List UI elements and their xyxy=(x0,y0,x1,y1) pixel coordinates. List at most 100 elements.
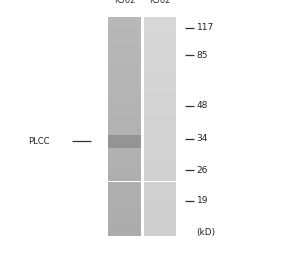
Bar xyxy=(143,140,176,142)
Bar xyxy=(108,92,141,94)
Bar xyxy=(143,144,176,147)
Bar xyxy=(108,30,141,32)
Bar xyxy=(108,109,141,111)
Bar xyxy=(143,120,176,122)
Bar xyxy=(143,212,176,214)
Bar xyxy=(108,157,141,159)
Bar xyxy=(143,199,176,201)
Bar xyxy=(143,210,176,212)
Bar xyxy=(108,54,141,56)
Bar xyxy=(108,63,141,65)
Bar xyxy=(143,133,176,135)
Bar xyxy=(143,114,176,116)
Bar xyxy=(108,206,141,208)
Bar xyxy=(108,96,141,98)
Bar xyxy=(143,59,176,61)
Bar xyxy=(108,129,141,131)
Bar xyxy=(143,206,176,208)
Bar xyxy=(143,83,176,85)
Bar xyxy=(143,122,176,125)
Text: (kD): (kD) xyxy=(197,228,216,237)
Bar xyxy=(143,96,176,98)
Bar xyxy=(143,192,176,195)
Bar xyxy=(143,32,176,35)
Bar xyxy=(108,135,141,148)
Bar xyxy=(143,19,176,22)
Bar xyxy=(143,135,176,138)
Bar xyxy=(108,81,141,83)
Bar xyxy=(108,70,141,72)
Bar xyxy=(108,127,141,129)
Bar xyxy=(108,41,141,44)
Bar xyxy=(143,94,176,96)
Bar xyxy=(108,159,141,162)
Bar xyxy=(108,59,141,61)
Bar xyxy=(143,155,176,157)
Bar xyxy=(108,94,141,96)
Bar xyxy=(143,195,176,197)
Text: K562: K562 xyxy=(114,0,135,5)
Bar xyxy=(108,26,141,28)
Bar xyxy=(143,223,176,225)
Bar xyxy=(143,201,176,203)
Bar xyxy=(143,190,176,192)
Bar xyxy=(108,61,141,63)
Bar xyxy=(108,153,141,155)
Bar xyxy=(108,116,141,118)
Bar xyxy=(143,131,176,133)
Bar xyxy=(108,78,141,81)
Bar xyxy=(108,48,141,50)
Bar xyxy=(108,223,141,225)
Bar xyxy=(143,138,176,140)
Bar xyxy=(108,72,141,74)
Bar xyxy=(143,68,176,70)
Bar xyxy=(143,48,176,50)
Bar xyxy=(143,203,176,206)
Bar xyxy=(143,44,176,46)
Bar xyxy=(108,50,141,52)
Text: 34: 34 xyxy=(197,134,208,143)
Bar xyxy=(143,24,176,26)
Text: 85: 85 xyxy=(197,51,208,60)
Bar xyxy=(143,76,176,78)
Bar xyxy=(108,144,141,147)
Bar xyxy=(143,228,176,230)
Bar xyxy=(108,111,141,114)
Bar xyxy=(143,46,176,48)
Bar xyxy=(108,32,141,35)
Bar xyxy=(143,188,176,190)
Bar xyxy=(108,24,141,26)
Bar xyxy=(108,230,141,232)
Bar xyxy=(108,188,141,190)
Bar xyxy=(108,138,141,140)
Bar xyxy=(108,151,141,153)
Bar xyxy=(108,35,141,37)
Bar xyxy=(108,100,141,103)
Bar xyxy=(108,173,141,175)
Bar xyxy=(143,149,176,151)
Text: PLCC: PLCC xyxy=(28,137,50,146)
Bar xyxy=(143,65,176,68)
Bar xyxy=(143,105,176,107)
Bar xyxy=(143,151,176,153)
Bar xyxy=(108,221,141,223)
Bar xyxy=(143,70,176,72)
Bar xyxy=(108,216,141,219)
Bar xyxy=(143,182,176,184)
Bar xyxy=(143,225,176,228)
Bar xyxy=(143,177,176,179)
Bar xyxy=(143,56,176,59)
Bar xyxy=(143,98,176,100)
Bar xyxy=(108,52,141,54)
Bar xyxy=(143,175,176,177)
Bar xyxy=(108,17,141,19)
Bar xyxy=(143,54,176,56)
Bar xyxy=(143,147,176,149)
Bar xyxy=(108,65,141,68)
Bar xyxy=(108,120,141,122)
Bar xyxy=(143,230,176,232)
Bar xyxy=(143,100,176,103)
Bar xyxy=(108,166,141,168)
Bar xyxy=(143,78,176,81)
Bar xyxy=(143,166,176,168)
